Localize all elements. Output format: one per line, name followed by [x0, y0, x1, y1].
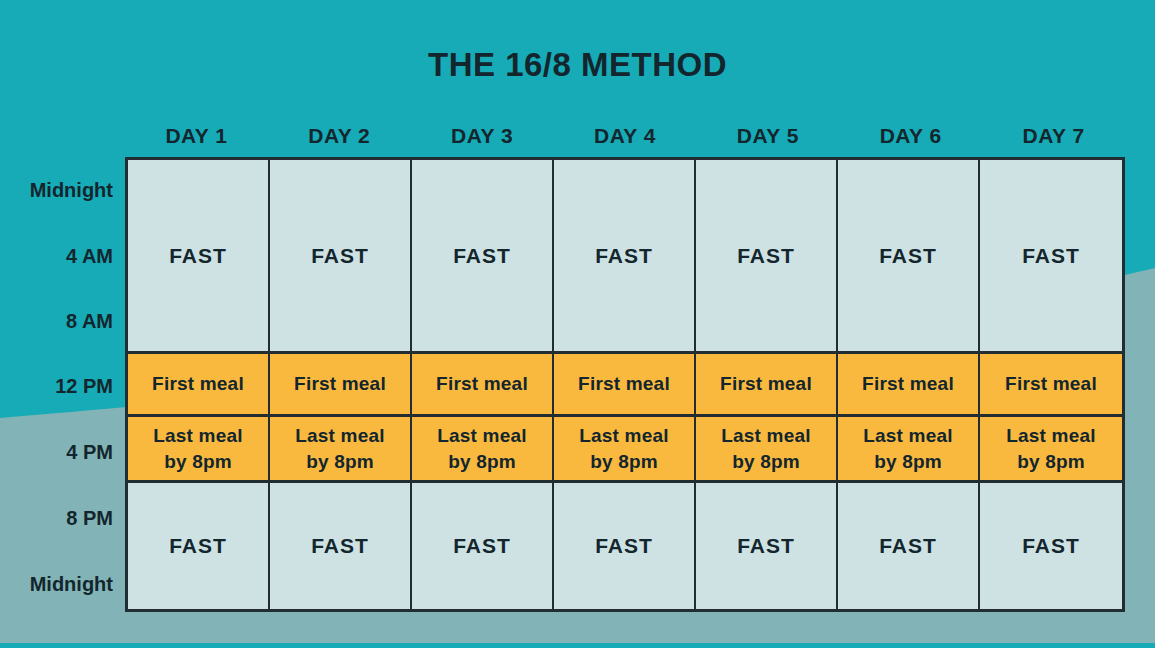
day-header-5: DAY 5 [696, 122, 839, 150]
day-header-row: DAY 1 DAY 2 DAY 3 DAY 4 DAY 5 DAY 6 DAY … [125, 122, 1125, 150]
schedule-column-day7: FAST First meal Last meal by 8pm FAST [980, 160, 1122, 609]
cell-day7-last-meal: Last meal by 8pm [980, 417, 1122, 483]
cell-day1-fast-morning: FAST [128, 160, 268, 354]
cell-day4-fast-morning: FAST [554, 160, 694, 354]
day-header-1: DAY 1 [125, 122, 268, 150]
time-label-midnight-bottom: Midnight [0, 573, 113, 596]
day-header-2: DAY 2 [268, 122, 411, 150]
cell-day1-fast-evening: FAST [128, 483, 268, 609]
cell-day7-fast-evening: FAST [980, 483, 1122, 609]
infographic-canvas: THE 16/8 METHOD DAY 1 DAY 2 DAY 3 DAY 4 … [0, 0, 1155, 648]
schedule-column-day1: FAST First meal Last meal by 8pm FAST [128, 160, 270, 609]
cell-day5-first-meal: First meal [696, 354, 836, 417]
schedule-column-day6: FAST First meal Last meal by 8pm FAST [838, 160, 980, 609]
schedule-column-day3: FAST First meal Last meal by 8pm FAST [412, 160, 554, 609]
cell-day2-fast-evening: FAST [270, 483, 410, 609]
day-header-4: DAY 4 [554, 122, 697, 150]
day-header-6: DAY 6 [839, 122, 982, 150]
cell-day3-fast-evening: FAST [412, 483, 552, 609]
day-header-7: DAY 7 [982, 122, 1125, 150]
page-title: THE 16/8 METHOD [0, 46, 1155, 84]
schedule-column-day2: FAST First meal Last meal by 8pm FAST [270, 160, 412, 609]
cell-day4-fast-evening: FAST [554, 483, 694, 609]
cell-day2-fast-morning: FAST [270, 160, 410, 354]
cell-day5-fast-evening: FAST [696, 483, 836, 609]
cell-day2-first-meal: First meal [270, 354, 410, 417]
time-label-12pm: 12 PM [0, 375, 113, 398]
cell-day3-fast-morning: FAST [412, 160, 552, 354]
cell-day4-last-meal: Last meal by 8pm [554, 417, 694, 483]
cell-day5-last-meal: Last meal by 8pm [696, 417, 836, 483]
cell-day3-first-meal: First meal [412, 354, 552, 417]
time-label-8pm: 8 PM [0, 507, 113, 530]
schedule-column-day4: FAST First meal Last meal by 8pm FAST [554, 160, 696, 609]
time-label-8am: 8 AM [0, 310, 113, 333]
cell-day7-fast-morning: FAST [980, 160, 1122, 354]
cell-day5-fast-morning: FAST [696, 160, 836, 354]
schedule-column-day5: FAST First meal Last meal by 8pm FAST [696, 160, 838, 609]
time-label-4pm: 4 PM [0, 441, 113, 464]
cell-day4-first-meal: First meal [554, 354, 694, 417]
cell-day1-last-meal: Last meal by 8pm [128, 417, 268, 483]
cell-day6-last-meal: Last meal by 8pm [838, 417, 978, 483]
day-header-3: DAY 3 [411, 122, 554, 150]
cell-day7-first-meal: First meal [980, 354, 1122, 417]
cell-day6-first-meal: First meal [838, 354, 978, 417]
cell-day1-first-meal: First meal [128, 354, 268, 417]
bottom-accent-strip [0, 643, 1155, 648]
cell-day3-last-meal: Last meal by 8pm [412, 417, 552, 483]
cell-day6-fast-morning: FAST [838, 160, 978, 354]
cell-day6-fast-evening: FAST [838, 483, 978, 609]
time-label-midnight-top: Midnight [0, 179, 113, 202]
cell-day2-last-meal: Last meal by 8pm [270, 417, 410, 483]
schedule-table: FAST First meal Last meal by 8pm FAST FA… [125, 157, 1125, 612]
time-label-4am: 4 AM [0, 245, 113, 268]
